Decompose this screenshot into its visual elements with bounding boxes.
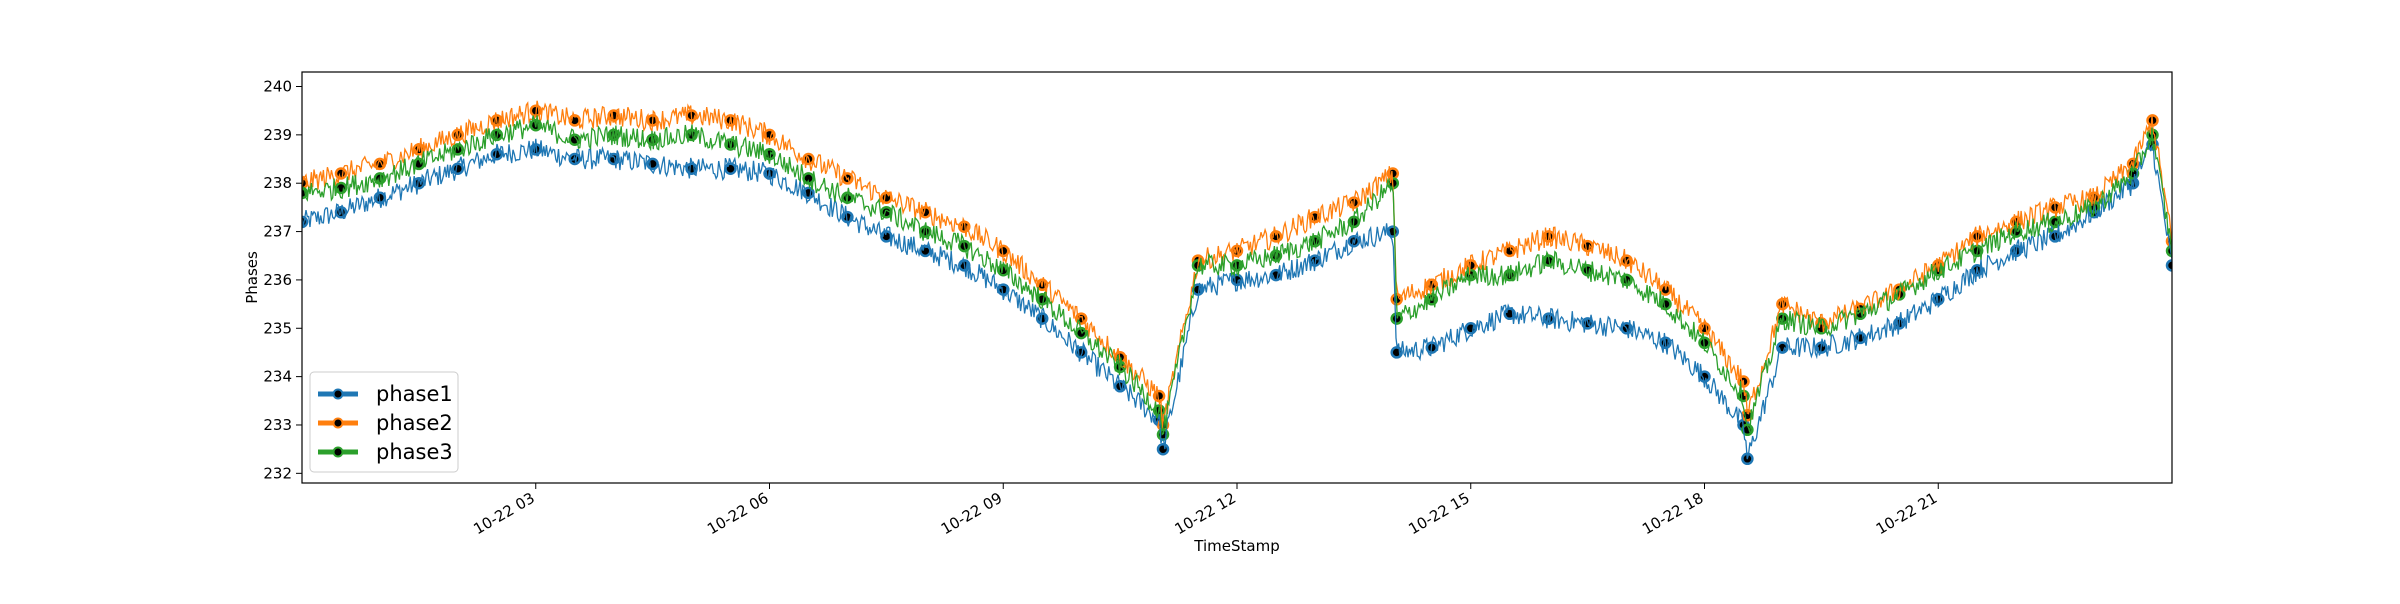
x-tick-label: 10-22 03 <box>470 489 537 538</box>
y-tick-label: 236 <box>263 271 292 289</box>
legend-marker <box>332 417 344 429</box>
series-layer <box>302 100 2172 466</box>
legend-label: phase2 <box>376 411 453 435</box>
x-axis-label: TimeStamp <box>1193 537 1279 555</box>
x-tick-label: 10-22 18 <box>1639 489 1706 538</box>
y-tick-label: 232 <box>263 464 292 482</box>
data-point-phase2 <box>334 167 348 180</box>
y-tick-label: 237 <box>263 223 292 241</box>
legend-marker <box>332 446 344 458</box>
series-line-phase3 <box>302 115 2172 436</box>
data-point-phase2 <box>880 191 893 204</box>
data-point-phase1 <box>1156 442 1170 456</box>
marker-layer <box>302 104 2172 466</box>
x-tick-label: 10-22 21 <box>1873 489 1940 538</box>
x-tick-label: 10-22 09 <box>938 489 1005 538</box>
legend-item-phase1: phase1 <box>318 382 453 406</box>
y-axis-label: Phases <box>243 251 261 304</box>
y-axis: 232 233 234 235 236 237 238 239 240 <box>263 78 302 482</box>
legend-item-phase3: phase3 <box>318 440 453 464</box>
x-tick-label: 10-22 12 <box>1172 489 1239 538</box>
y-tick-label: 240 <box>263 78 292 96</box>
y-tick-label: 235 <box>263 319 292 337</box>
x-axis: 10-22 03 10-22 06 10-22 09 10-22 12 10-22 15… <box>470 483 1940 538</box>
legend-label: phase1 <box>376 382 453 406</box>
x-tick-label: 10-22 06 <box>704 489 771 538</box>
legend-box <box>309 371 459 473</box>
data-point-phase1 <box>451 162 465 175</box>
legend-marker <box>332 388 344 400</box>
data-point-phase1 <box>2165 259 2172 272</box>
legend: phase1 phase2 phase3 <box>309 371 459 473</box>
y-tick-label: 233 <box>263 416 292 434</box>
y-tick-label: 238 <box>263 174 292 192</box>
legend-item-phase2: phase2 <box>318 411 453 435</box>
legend-label: phase3 <box>376 440 453 464</box>
y-tick-label: 234 <box>263 368 292 386</box>
x-tick-label: 10-22 15 <box>1405 489 1472 538</box>
y-tick-label: 239 <box>263 126 292 144</box>
data-point-phase2 <box>997 244 1010 258</box>
series-line-phase1 <box>302 138 2172 460</box>
